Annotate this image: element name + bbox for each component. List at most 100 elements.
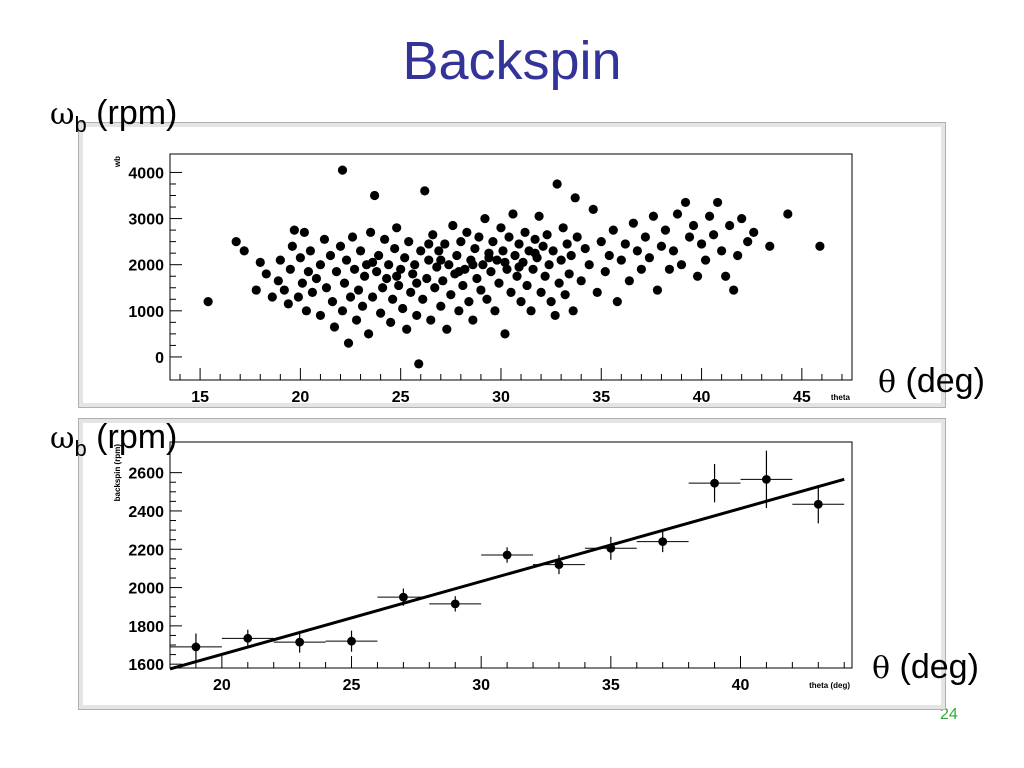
scatter-point: [337, 306, 348, 316]
scatter-point: [708, 230, 719, 240]
scatter-point: [608, 225, 618, 235]
scatter-point: [458, 280, 468, 291]
scatter-point: [684, 232, 695, 242]
scatter-point: [472, 273, 482, 284]
scatter-point: [297, 278, 307, 288]
scatter-point: [664, 264, 675, 274]
scatter-point: [456, 237, 466, 247]
scatter-point: [436, 255, 446, 265]
scatter-point: [624, 276, 634, 286]
binned-data-point: [398, 592, 408, 602]
binned-data-point: [813, 499, 823, 509]
scatter-point: [570, 193, 580, 203]
scatter-point: [676, 260, 687, 270]
scatter-point: [418, 294, 428, 304]
scatter-point: [432, 262, 442, 272]
scatter-point: [420, 186, 430, 196]
scatter-point: [315, 260, 326, 270]
scatter-point: [672, 209, 683, 219]
scatter-point: [468, 315, 478, 325]
scatter-point: [490, 306, 500, 316]
scatter-point: [452, 250, 462, 261]
scatter-point: [783, 209, 793, 219]
binned-data-point: [191, 642, 201, 652]
scatter-point: [410, 260, 420, 270]
bottom-y-axis-title: backspin (rpm): [113, 444, 122, 502]
scatter-point: [390, 243, 400, 254]
scatter-point: [414, 359, 424, 369]
scatter-point: [392, 271, 402, 281]
scatter-point: [486, 267, 496, 277]
scatter-point: [351, 315, 362, 325]
scatter-point: [273, 276, 283, 286]
scatter-point: [492, 255, 502, 265]
top-x-tick-label: 35: [592, 389, 610, 406]
scatter-point: [504, 232, 514, 242]
scatter-point: [372, 267, 382, 277]
scatter-point: [572, 232, 582, 242]
binned-data-point: [295, 637, 305, 647]
scatter-point: [353, 285, 364, 295]
scatter-point: [632, 246, 642, 256]
scatter-point: [721, 271, 731, 281]
scatter-point: [494, 278, 504, 288]
bottom-y-tick-label: 2400: [128, 504, 164, 521]
scatter-point: [592, 287, 602, 297]
scatter-point: [704, 211, 715, 221]
scatter-point: [588, 204, 598, 214]
scatter-point: [580, 243, 590, 254]
scatter-point: [341, 255, 352, 265]
scatter-point: [516, 296, 526, 307]
scatter-point: [380, 234, 390, 244]
scatter-point: [530, 234, 540, 244]
scatter-point: [283, 299, 293, 309]
scatter-point: [428, 230, 438, 240]
binned-data-point: [710, 478, 719, 488]
binned-data-point: [243, 633, 253, 643]
scatter-point: [498, 246, 508, 256]
page-number: 24: [940, 706, 958, 723]
scatter-point: [374, 250, 384, 261]
scatter-point: [680, 197, 691, 208]
scatter-point: [542, 230, 552, 240]
scatter-point: [546, 296, 556, 307]
scatter-point: [357, 301, 368, 311]
scatter-point: [345, 292, 356, 302]
scatter-point: [285, 264, 295, 274]
scatter-point: [526, 306, 536, 316]
scatter-point: [255, 257, 265, 267]
top-y-axis-title: wb: [113, 156, 122, 168]
scatter-point: [502, 264, 512, 274]
scatter-point: [564, 269, 574, 279]
top-y-axis-label: ωb (rpm): [50, 94, 178, 137]
scatter-point: [275, 255, 285, 265]
scatter-point: [765, 241, 775, 251]
scatter-point: [343, 338, 354, 348]
scatter-point: [560, 290, 570, 300]
binned-data-point: [502, 550, 512, 560]
scatter-point: [700, 255, 711, 265]
scatter-point: [612, 296, 622, 307]
bottom-x-tick-label: 40: [732, 677, 750, 694]
scatter-point: [548, 246, 558, 256]
scatter-point: [408, 269, 418, 279]
scatter-point: [733, 250, 743, 261]
scatter-point: [438, 276, 448, 286]
binned-data-point: [762, 474, 771, 484]
scatter-point: [464, 296, 474, 307]
scatter-point: [279, 285, 289, 295]
scatter-point: [454, 306, 464, 316]
scatter-point: [424, 255, 434, 265]
scatter-point: [620, 239, 630, 249]
scatter-point: [688, 220, 699, 231]
scatter-point: [656, 241, 667, 251]
scatter-point: [359, 271, 370, 281]
scatter-point: [239, 246, 249, 256]
bottom-x-axis-label: θ (deg): [872, 648, 979, 686]
scatter-point: [725, 220, 735, 231]
scatter-point: [576, 276, 586, 286]
scatter-point: [568, 306, 578, 316]
scatter-point: [743, 237, 753, 247]
top-y-tick-label: 3000: [128, 212, 164, 229]
scatter-point: [737, 213, 747, 224]
